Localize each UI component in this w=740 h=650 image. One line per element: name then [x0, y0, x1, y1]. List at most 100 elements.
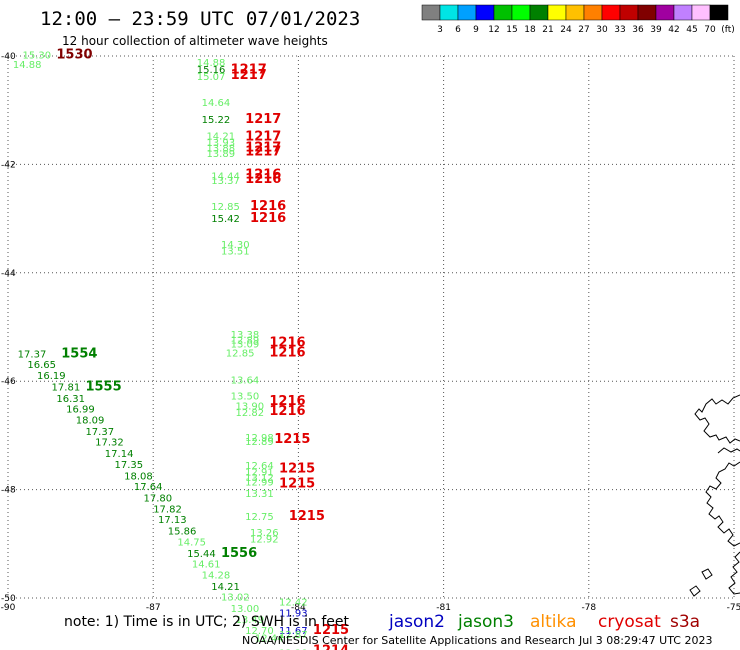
wave-height-value: 12.42 [279, 598, 308, 609]
wave-height-value: 14.88 [13, 60, 42, 71]
wave-height-value: 15.30 [23, 51, 52, 62]
wave-height-value: 12.85 [226, 348, 255, 359]
wave-height-value: 13.26 [250, 528, 279, 539]
wave-height-value: 17.81 [52, 382, 81, 393]
coastline [689, 394, 740, 597]
wave-height-value: 14.61 [192, 560, 221, 571]
wave-height-value: 15.07 [197, 72, 226, 83]
colorbar-label: 33 [614, 25, 625, 35]
colorbar-swatch [655, 4, 675, 21]
colorbar-label: 70 [704, 25, 716, 35]
wave-height-value: 17.35 [114, 460, 143, 471]
wave-height-value: 13.02 [221, 593, 250, 604]
colorbar-swatch [511, 4, 531, 21]
colorbar-swatch [709, 4, 729, 21]
wave-height-value: 15.44 [187, 549, 216, 560]
wave-height-value: 17.37 [85, 427, 114, 438]
wave-height-value: 12.89 [231, 335, 260, 346]
colorbar-label: (ft) [721, 25, 735, 35]
lat-lon-grid [7, 55, 735, 599]
colorbar-swatch [583, 4, 603, 21]
wave-height-value: 17.32 [95, 438, 124, 449]
colorbar-swatch [421, 4, 441, 21]
colorbar-swatch [457, 4, 477, 21]
satellite-legend-cryosat: cryosat [598, 612, 661, 632]
wave-height-value: 13.93 [206, 138, 235, 149]
y-tick-label: -46 [1, 377, 16, 387]
chart-subtitle: 12 hour collection of altimeter wave hei… [62, 34, 328, 48]
pass-time-labels: 1530121712171217121712171217121612161216… [56, 48, 349, 650]
pass-time-label: 1217 [245, 140, 281, 155]
pass-time-label: 1217 [245, 130, 281, 145]
y-tick-label: -44 [1, 269, 16, 279]
colorbar-label: 42 [668, 25, 679, 35]
wave-height-value: 17.13 [158, 515, 187, 526]
pass-time-label: 1216 [269, 394, 305, 409]
pass-time-label: 1217 [231, 68, 267, 83]
wave-height-value: 13.12 [245, 473, 274, 484]
satellite-legend: jason2 jason3 altika cryosat s3a [388, 612, 700, 632]
wave-height-value: 16.19 [37, 371, 66, 382]
pass-time-label: 1216 [245, 167, 281, 182]
wave-height-value: 12.75 [245, 512, 274, 523]
colorbar-swatch [529, 4, 549, 21]
pass-time-label: 1216 [269, 404, 305, 419]
x-tick-label: -84 [291, 603, 306, 613]
colorbar-swatch [493, 4, 513, 21]
colorbar-label: 39 [650, 25, 662, 35]
pass-time-label: 1555 [85, 379, 121, 394]
colorbar-label: 6 [455, 25, 461, 35]
wave-height-value: 15.16 [197, 65, 226, 76]
pass-time-label: 1215 [279, 461, 315, 476]
wave-height-value: 13.51 [221, 246, 250, 257]
satellite-legend-jason3: jason3 [457, 612, 514, 632]
colorbar-label: 12 [488, 25, 499, 35]
wave-height-value: 17.14 [105, 449, 134, 460]
wave-height-value: 11.67 [279, 626, 308, 637]
wave-height-value: 16.65 [27, 360, 56, 371]
wave-height-value: 15.86 [168, 527, 197, 538]
wave-height-value: 17.64 [134, 482, 163, 493]
colorbar-label: 30 [596, 25, 608, 35]
colorbar-label: 9 [473, 25, 479, 35]
wave-height-value: 14.28 [202, 570, 231, 581]
colorbar-label: 15 [506, 25, 517, 35]
wave-height-value: 17.80 [144, 494, 173, 505]
colorbar-swatch [637, 4, 657, 21]
wave-height-value: 14.21 [211, 582, 240, 593]
wave-height-value: 11.93 [279, 608, 308, 619]
x-tick-label: -75 [727, 603, 740, 613]
y-tick-label: -48 [1, 486, 16, 496]
colorbar-label: 36 [632, 25, 644, 35]
pass-time-label: 1215 [313, 623, 349, 638]
pass-time-label: 1214 [313, 643, 349, 650]
pass-time-label: 1216 [250, 199, 286, 214]
pass-time-label: 1217 [245, 112, 281, 127]
footer-note: note: 1) Time is in UTC; 2) SWH is in fe… [64, 614, 350, 630]
wave-height-value: 13.37 [211, 176, 240, 187]
colorbar-swatch [601, 4, 621, 21]
wave-height-value: 13.38 [231, 330, 260, 341]
axis-tick-labels: -90 -87 -84 -81 -78 -75 -40 -42 -44 -46 -48 -50 [1, 52, 740, 613]
footer-credit: NOAA/NESDIS Center for Satellite Applica… [242, 634, 575, 647]
wave-height-value: 13.49 [235, 615, 264, 626]
colorbar-label: 27 [578, 25, 589, 35]
wave-height-value: 14.88 [197, 58, 226, 69]
colorbar-label: 24 [560, 25, 572, 35]
colorbar-swatch [475, 4, 495, 21]
pass-time-label: 1216 [269, 345, 305, 360]
chart-title: 12:00 — 23:59 UTC 07/01/2023 [40, 8, 360, 30]
wave-height-value: 15.42 [211, 214, 240, 225]
wave-height-value: 13.88 [206, 143, 235, 154]
wave-height-value: 13.31 [245, 489, 274, 500]
pass-time-label: 1217 [231, 62, 267, 77]
wave-height-value: 14.30 [221, 240, 250, 251]
wave-height-value: 12.64 [245, 461, 274, 472]
x-tick-label: -81 [436, 603, 451, 613]
wave-height-value: 15.22 [202, 115, 231, 126]
wave-height-value: 13.00 [231, 604, 260, 615]
wave-height-value: 12.87 [279, 630, 308, 641]
pass-time-label: 1530 [56, 48, 92, 63]
y-tick-label: -50 [1, 594, 16, 604]
wave-height-value: 16.99 [66, 405, 95, 416]
